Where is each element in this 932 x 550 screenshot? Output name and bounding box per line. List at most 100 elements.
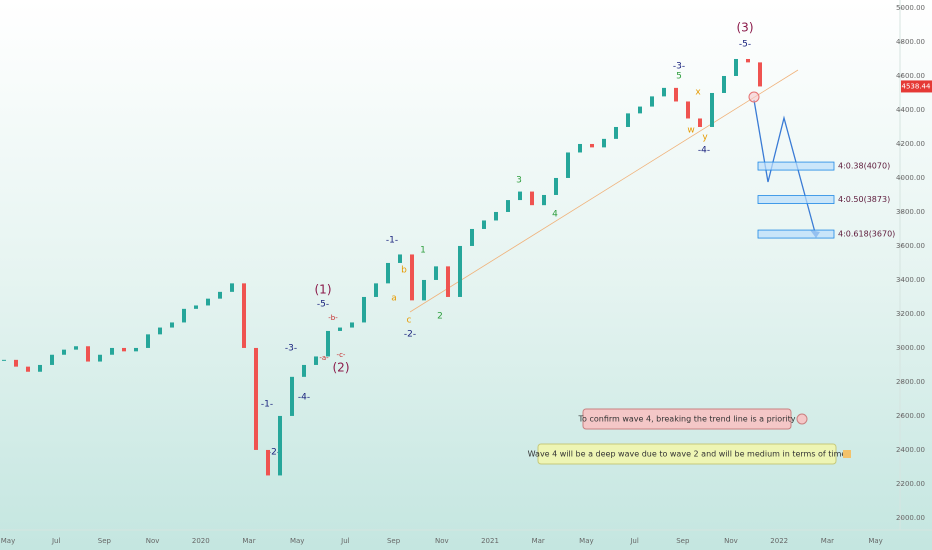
candle <box>506 200 510 212</box>
wave-label: (3) <box>737 21 754 35</box>
candle <box>698 118 702 127</box>
candle <box>194 305 198 309</box>
x-tick-label: Mar <box>242 537 255 545</box>
candle <box>74 346 78 350</box>
fib-label: 4:0.50(3873) <box>838 195 890 204</box>
candle <box>422 279 426 301</box>
candle <box>602 138 606 148</box>
y-tick-label: 5000.00 <box>896 4 925 12</box>
candle <box>398 254 402 263</box>
y-tick-label: 3600.00 <box>896 242 925 250</box>
x-tick-label: Sep <box>98 537 112 545</box>
candle <box>734 58 738 76</box>
candle <box>26 366 30 372</box>
wave-label: y <box>702 133 708 143</box>
wave-label: -1- <box>261 400 273 410</box>
trend-line <box>409 69 799 313</box>
wave-label: b <box>401 266 407 276</box>
candle <box>2 359 6 361</box>
wave-label: -b- <box>328 314 338 322</box>
candle <box>158 327 162 335</box>
candle <box>314 356 318 365</box>
price-tag <box>901 80 932 93</box>
wave-label: 4 <box>552 210 558 220</box>
candle <box>638 106 642 114</box>
candle <box>206 298 210 306</box>
candle <box>374 283 378 297</box>
wave-label: -1- <box>386 236 398 246</box>
y-tick-label: 3400.00 <box>896 276 925 284</box>
candle <box>338 327 342 331</box>
wave-label: 2 <box>437 312 443 322</box>
wave-label: -c- <box>337 351 346 359</box>
candle <box>458 245 462 297</box>
marker <box>748 91 760 103</box>
candle <box>326 330 330 357</box>
candle <box>494 211 498 221</box>
candle <box>230 283 234 292</box>
x-tick-label: Nov <box>435 537 449 545</box>
y-tick-label: 3000.00 <box>896 344 925 352</box>
candle <box>758 62 762 87</box>
x-tick-label: Jul <box>340 537 350 545</box>
candle <box>386 262 390 284</box>
candle <box>434 266 438 280</box>
candle <box>14 359 18 367</box>
candle <box>626 113 630 127</box>
x-tick-label: May <box>868 537 882 545</box>
wave-label: -a- <box>319 354 329 362</box>
y-tick-label: 2800.00 <box>896 378 925 386</box>
candle <box>650 96 654 107</box>
x-tick-label: Sep <box>676 537 690 545</box>
fib-label: 4:0.618(3670) <box>838 230 895 239</box>
candle <box>590 143 594 148</box>
candle <box>554 177 558 195</box>
candle <box>686 101 690 119</box>
wave-label: -4- <box>298 393 310 403</box>
wave-label: -3- <box>673 62 685 72</box>
x-tick-label: Nov <box>146 537 160 545</box>
y-tick-label: 2400.00 <box>896 446 925 454</box>
projection <box>753 99 817 237</box>
candle <box>746 58 750 63</box>
x-tick-label: May <box>579 537 593 545</box>
candle <box>254 347 258 450</box>
x-tick-label: May <box>1 537 15 545</box>
candle <box>278 415 282 476</box>
candle <box>674 87 678 102</box>
y-tick-label: 2000.00 <box>896 514 925 522</box>
y-tick-label: 4000.00 <box>896 174 925 182</box>
x-tick-label: Mar <box>532 537 545 545</box>
candle <box>542 194 546 206</box>
candle <box>710 92 714 127</box>
x-tick-label: Nov <box>724 537 738 545</box>
annotations: (3) -5- -3- 5 x w y -4- 3 4 -1- 1 b a c … <box>261 21 754 458</box>
price-tag-label: 4538.44 <box>902 82 931 90</box>
fib-label: 4:0.38(4070) <box>838 162 890 171</box>
candle <box>86 346 90 362</box>
candle <box>38 364 42 372</box>
candle <box>266 449 270 476</box>
candle <box>98 354 102 362</box>
wave-label: w <box>687 126 694 136</box>
wave-label: -4- <box>698 146 710 156</box>
candle <box>362 296 366 323</box>
wave-label: -2- <box>404 330 416 340</box>
candle <box>446 266 450 297</box>
y-tick-label: 4800.00 <box>896 38 925 46</box>
candle <box>218 291 222 299</box>
candle <box>302 364 306 377</box>
wave-label: -5- <box>739 40 751 50</box>
candle <box>530 191 534 206</box>
candle <box>62 349 66 355</box>
candle <box>470 228 474 246</box>
x-tick-label: Sep <box>387 537 401 545</box>
candle <box>242 283 246 348</box>
y-tick-label: 2600.00 <box>896 412 925 420</box>
y-tick-label: 4200.00 <box>896 140 925 148</box>
x-tick-label: Jul <box>51 537 61 545</box>
x-tick-label: Mar <box>821 537 834 545</box>
candle <box>614 126 618 139</box>
wave-label: -2- <box>268 448 280 458</box>
x-tick-label: 2020 <box>192 537 210 545</box>
